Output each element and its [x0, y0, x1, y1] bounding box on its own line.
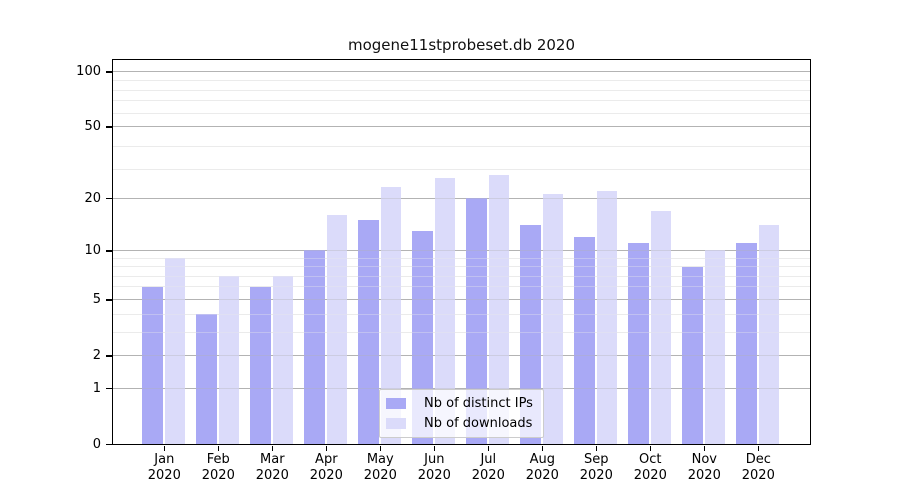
major-gridline — [112, 197, 810, 199]
x-tick-label-apr: Apr 2020 — [309, 451, 343, 483]
bars-layer — [113, 60, 810, 444]
bar-downloads-sep — [596, 190, 618, 444]
legend-item-downloads: Nb of downloads — [386, 415, 533, 432]
gridlines — [112, 60, 810, 445]
y-tick-label: 2 — [92, 347, 101, 363]
bar-distinct-ips-may — [358, 220, 379, 444]
legend-label-distinct-ips: Nb of distinct IPs — [424, 396, 533, 411]
x-tick-mark — [271, 446, 274, 451]
x-tick-mark — [487, 446, 490, 451]
minor-gridline — [112, 266, 810, 268]
y-tick-label: 20 — [84, 190, 101, 206]
x-tick-label-jul: Jul 2020 — [471, 451, 505, 483]
y-tick-mark — [105, 71, 112, 73]
bar-downloads-jul — [488, 174, 510, 444]
x-tick-mark — [379, 446, 382, 451]
minor-gridline — [112, 145, 810, 147]
x-tick-label-dec: Dec 2020 — [741, 451, 775, 483]
minor-gridline — [112, 275, 810, 277]
bar-distinct-ips-nov — [682, 266, 703, 444]
bar-downloads-aug — [542, 194, 564, 444]
minor-gridline — [112, 89, 810, 91]
major-gridline — [112, 354, 810, 356]
minor-gridline — [112, 257, 810, 259]
bar-distinct-ips-jul — [466, 198, 487, 444]
y-tick-mark — [105, 250, 112, 252]
x-tick-mark — [217, 446, 220, 451]
minor-gridline — [112, 313, 810, 315]
legend: Nb of distinct IPs Nb of downloads — [379, 389, 544, 438]
y-tick-label: 50 — [84, 119, 101, 135]
bar-downloads-apr — [326, 215, 348, 444]
x-tick-label-jan: Jan 2020 — [147, 451, 181, 483]
y-tick-label: 100 — [76, 63, 101, 79]
x-tick-mark — [163, 446, 166, 451]
bar-downloads-nov — [704, 250, 726, 444]
minor-gridline — [112, 100, 810, 102]
bar-distinct-ips-feb — [196, 314, 217, 444]
bar-downloads-mar — [272, 276, 294, 444]
y-tick-label: 1 — [92, 380, 101, 396]
x-tick-mark — [595, 446, 598, 451]
minor-gridline — [112, 80, 810, 82]
major-gridline — [112, 126, 810, 128]
major-gridline — [112, 249, 810, 251]
x-tick-mark — [757, 446, 760, 451]
y-tick-mark — [105, 387, 112, 390]
x-tick-mark — [541, 446, 544, 451]
x-tick-mark — [433, 446, 436, 451]
bar-distinct-ips-oct — [628, 243, 649, 444]
bar-downloads-may — [380, 187, 402, 444]
bar-distinct-ips-apr — [304, 250, 325, 444]
x-tick-label-sep: Sep 2020 — [579, 451, 613, 483]
y-tick-label: 10 — [84, 242, 101, 258]
bar-distinct-ips-dec — [736, 243, 757, 444]
legend-swatch-downloads-icon — [386, 418, 406, 429]
major-gridline — [112, 298, 810, 300]
y-tick-mark — [105, 443, 112, 446]
x-tick-label-mar: Mar 2020 — [255, 451, 289, 483]
x-tick-label-nov: Nov 2020 — [687, 451, 721, 483]
x-tick-label-aug: Aug 2020 — [525, 451, 559, 483]
y-tick-label: 0 — [92, 436, 101, 452]
y-tick-mark — [105, 126, 112, 128]
minor-gridline — [112, 168, 810, 170]
major-gridline — [112, 70, 810, 72]
minor-gridline — [112, 286, 810, 288]
x-tick-label-oct: Oct 2020 — [633, 451, 667, 483]
bar-distinct-ips-sep — [574, 236, 595, 444]
x-tick-label-jun: Jun 2020 — [417, 451, 451, 483]
y-tick-mark — [105, 355, 112, 357]
bar-downloads-oct — [650, 210, 672, 444]
x-tick-label-feb: Feb 2020 — [201, 451, 235, 483]
bar-downloads-jun — [434, 177, 456, 444]
y-tick-label: 5 — [92, 291, 101, 307]
legend-item-distinct-ips: Nb of distinct IPs — [386, 395, 533, 412]
x-tick-label-may: May 2020 — [363, 451, 397, 483]
y-tick-mark — [105, 197, 112, 200]
bar-distinct-ips-mar — [250, 286, 271, 444]
major-gridline — [112, 387, 810, 389]
x-tick-mark — [649, 446, 652, 451]
bar-downloads-jan — [164, 258, 186, 444]
plot-area — [111, 58, 811, 445]
bar-downloads-dec — [758, 225, 780, 444]
chart-title: mogene11stprobeset.db 2020 — [347, 36, 576, 54]
x-tick-mark — [325, 446, 328, 451]
y-tick-mark — [105, 299, 112, 301]
x-tick-mark — [703, 446, 706, 451]
minor-gridline — [112, 331, 810, 333]
bar-distinct-ips-jan — [142, 286, 163, 444]
bar-downloads-feb — [218, 276, 240, 444]
legend-label-downloads: Nb of downloads — [424, 416, 533, 431]
legend-swatch-distinct-ips-icon — [386, 398, 406, 409]
minor-gridline — [112, 112, 810, 114]
